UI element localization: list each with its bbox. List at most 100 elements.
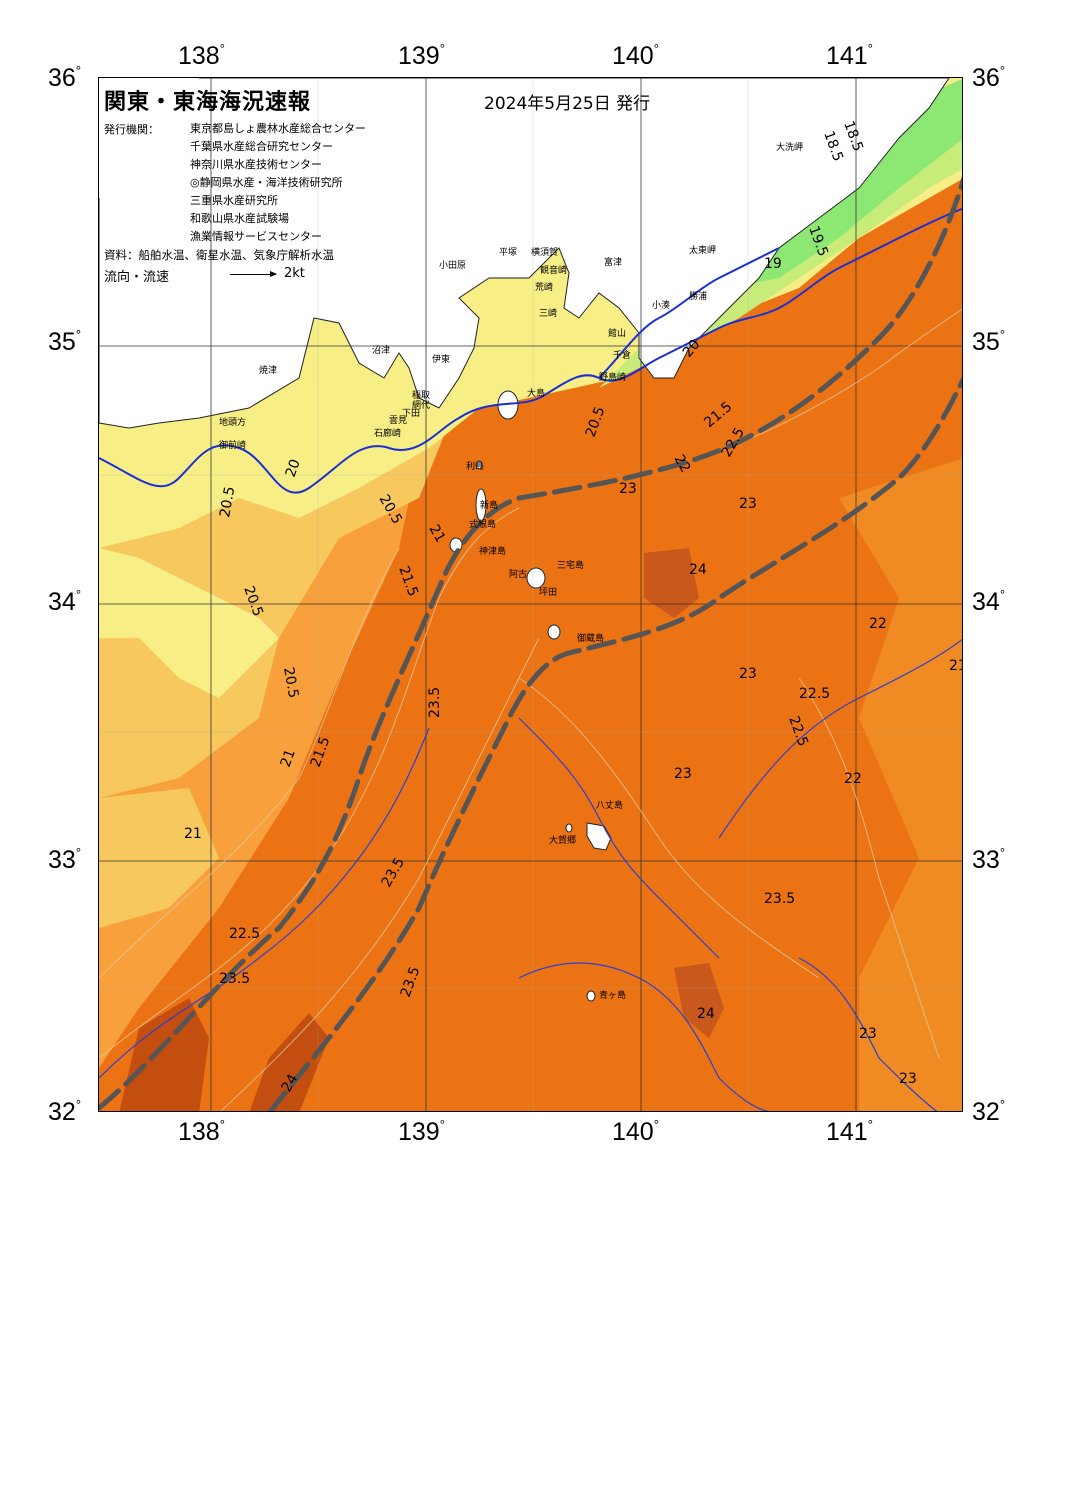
lat-label-34-right: 34°: [972, 587, 1006, 616]
isotherm-20-main: [99, 207, 962, 494]
iso-label: 19: [764, 256, 782, 272]
place-label: 青ヶ島: [599, 989, 626, 1001]
iso-label: 23.5: [219, 971, 250, 987]
place-label: 焼津: [259, 365, 277, 376]
sea-22-zone-east: [839, 458, 962, 1111]
honshu-coast: [99, 78, 950, 429]
place-label: 網代: [412, 399, 430, 411]
place-label: 石廊崎: [374, 427, 401, 439]
place-label: 小田原: [439, 260, 466, 271]
kuroshio-axis-south: [267, 376, 962, 1111]
place-label: 千倉: [613, 349, 631, 361]
lat-label-34-left: 34°: [48, 587, 82, 616]
issue-date: 2024年5月25日 発行: [484, 94, 651, 114]
place-label: 大洗岬: [776, 141, 803, 153]
lon-label-140-bottom: 140°: [612, 1117, 659, 1146]
place-label: 坪田: [539, 587, 557, 598]
flow-legend-label: 流向・流速: [104, 270, 170, 285]
lon-label-138-top: 138°: [178, 41, 225, 70]
issuer-item: 東京都島しょ農林水産総合センター: [190, 122, 366, 135]
map-title: 関東・東海海況速報: [104, 90, 312, 115]
iso-label: 22.5: [799, 686, 830, 702]
toshima-island: [475, 460, 483, 470]
lon-label-139-top: 139°: [398, 41, 445, 70]
place-label: 平塚: [499, 247, 517, 258]
iso-label: 20: [283, 457, 304, 479]
place-label: 観音崎: [540, 264, 567, 276]
issuer-item: 漁業情報サービスセンター: [190, 230, 322, 243]
lon-label-141-top: 141°: [826, 41, 873, 70]
issuer-item: ◎静岡県水産・海洋技術研究所: [190, 176, 343, 189]
iso-label: 20.5: [280, 666, 301, 699]
place-label: 阿古: [509, 568, 527, 580]
iso-label: 22.5: [229, 926, 260, 942]
place-label: 地頭方: [219, 416, 246, 428]
lat-label-36-right: 36°: [972, 63, 1006, 92]
lat-lon-grid: [99, 78, 962, 1111]
place-label: 御蔵島: [577, 632, 604, 644]
place-label: 横須賀: [531, 246, 558, 258]
aogashima-island: [586, 990, 596, 1002]
kuroshio-axis: [99, 176, 962, 1111]
place-labels: 大洗岬 太東岬 勝浦 小湊 館山 千倉 野島崎 富津 横須賀 観音崎 荒崎 三崎…: [219, 141, 803, 1001]
place-label: 伊東: [432, 353, 450, 365]
isotherm-20-branch: [598, 247, 780, 379]
land-top-left: [99, 78, 199, 198]
lat-label-35-right: 35°: [972, 327, 1006, 356]
sea-24-patch-miyake: [644, 548, 699, 618]
lat-label-35-left: 35°: [48, 327, 82, 356]
lon-label-138-bottom: 138°: [178, 1117, 225, 1146]
sea-21-zone-south: [99, 788, 219, 928]
place-label: 八丈島: [596, 799, 623, 811]
sea-24-patch-sw1: [119, 998, 209, 1111]
map-svg: 18.5 18.5 19 19.5 20 20 20.5 20.5 20.5 2…: [99, 78, 963, 1111]
isotherm-20: [99, 207, 962, 494]
isotherm-23: [99, 638, 962, 1111]
iso-label: 23: [859, 1026, 877, 1042]
iso-label: 22: [844, 771, 862, 787]
place-label: 御前崎: [219, 439, 246, 451]
place-label: 沼津: [372, 345, 390, 356]
place-label: 神津島: [479, 545, 506, 557]
lat-label-32-left: 32°: [48, 1097, 82, 1126]
lat-label-32-right: 32°: [972, 1097, 1006, 1126]
flow-legend-scale: 2kt: [284, 266, 305, 281]
issuer-item: 千葉県水産総合研究センター: [190, 140, 333, 153]
place-label: 荒崎: [535, 281, 553, 293]
iso-label: 23: [899, 1071, 917, 1087]
iso-label: 21: [184, 826, 202, 842]
place-label: 雲見: [389, 415, 407, 426]
flow-arrow-icon: [230, 271, 277, 277]
land-masses: [99, 78, 950, 1002]
sea-24-patch-sw2: [249, 1013, 329, 1111]
lon-label-139-bottom: 139°: [398, 1117, 445, 1146]
lon-label-140-top: 140°: [612, 41, 659, 70]
kuroshio-axis-north: [99, 176, 962, 1111]
iso-label: 20.5: [217, 485, 238, 518]
lon-label-141-bottom: 141°: [826, 1117, 873, 1146]
minor-grid: [99, 78, 962, 1111]
iso-label: 24: [697, 1006, 715, 1022]
iso-label: 21: [949, 658, 963, 674]
place-label: 稲取: [412, 389, 430, 401]
lat-label-33-right: 33°: [972, 845, 1006, 874]
iso-label: 23: [619, 481, 637, 497]
sea-temperature-map: 18.5 18.5 19 19.5 20 20 20.5 20.5 20.5 2…: [98, 77, 963, 1112]
iso-label: 23.5: [427, 687, 443, 718]
place-label: 館山: [608, 327, 626, 339]
iso-label: 22: [869, 616, 887, 632]
iso-label: 22: [671, 452, 694, 475]
iso-label: 24: [279, 1071, 302, 1095]
sea-20-zone-suruga: [99, 548, 279, 698]
place-label: 野島崎: [599, 371, 626, 383]
iso-label: 23: [739, 666, 757, 682]
place-label: 新島: [480, 499, 498, 511]
issuer-label: 発行機関：: [104, 123, 159, 136]
iso-label: 21: [426, 522, 449, 545]
place-label: 利島: [466, 460, 484, 472]
issuer-item: 三重県水産研究所: [190, 194, 278, 207]
issuer-item: 和歌山県水産試験場: [190, 212, 289, 225]
iso-label: 24: [689, 562, 707, 578]
iso-label: 23.5: [764, 891, 795, 907]
iso-label: 21: [278, 747, 299, 769]
